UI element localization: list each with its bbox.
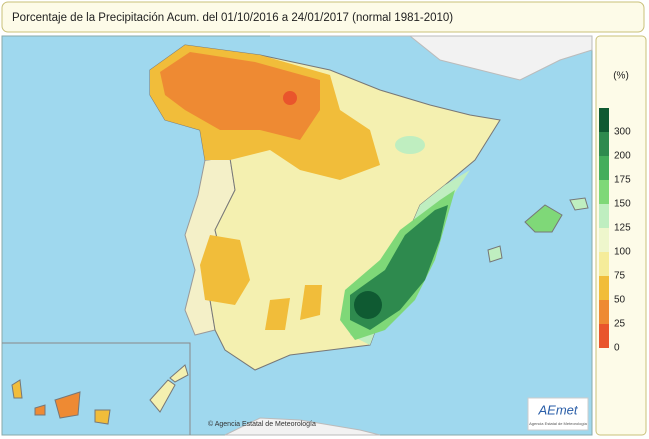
wet-zone: [395, 136, 425, 154]
legend-swatch: [599, 108, 609, 132]
legend-swatch: [599, 204, 609, 228]
dry-zone: [300, 285, 322, 320]
logo-box: [527, 397, 589, 431]
legend-swatch: [599, 324, 609, 348]
logo: AEmet: [537, 402, 578, 417]
legend-swatch: [599, 300, 609, 324]
legend-label: 150: [614, 199, 631, 210]
very-dry-zone: [160, 52, 320, 140]
credit: © Agencia Estatal de Meteorología: [208, 420, 316, 428]
legend-swatch: [599, 180, 609, 204]
island: [169, 364, 189, 383]
island: [54, 391, 81, 419]
driest-spot: [283, 91, 297, 105]
island: [11, 379, 23, 399]
legend-label: 200: [614, 151, 631, 162]
legend-swatch: [599, 276, 609, 300]
canarias-frame: [2, 342, 191, 435]
legend-swatch: [599, 252, 609, 276]
logo-subtitle: Agencia Estatal de Meteorología: [529, 421, 588, 426]
legend-swatch: [599, 156, 609, 180]
title-box: [1, 1, 645, 33]
legend-label: 300: [614, 127, 631, 138]
legend-label: 100: [614, 247, 631, 258]
island: [34, 404, 46, 416]
legend-unit: (%): [613, 71, 629, 82]
legend-label: 175: [614, 175, 631, 186]
legend-swatch: [599, 132, 609, 156]
legend-label: 50: [614, 295, 626, 306]
island: [149, 379, 176, 413]
dry-zone: [265, 298, 290, 330]
dry-zone: [200, 235, 250, 305]
wettest-spot: [354, 291, 382, 319]
legend: 300 200 175 150 125 100 75 50 25 0: [599, 108, 631, 354]
title: Porcentaje de la Precipitación Acum. del…: [12, 12, 453, 24]
legend-swatch: [599, 228, 609, 252]
africa-land: [224, 417, 381, 436]
legend-label: 125: [614, 223, 631, 234]
island: [94, 409, 111, 425]
france-land: [270, 35, 593, 81]
mallorca: [524, 204, 563, 233]
menorca: [569, 197, 589, 211]
legend-label: 25: [614, 319, 626, 330]
legend-label: 0: [614, 343, 620, 354]
ibiza: [487, 245, 503, 263]
legend-label: 75: [614, 271, 626, 282]
